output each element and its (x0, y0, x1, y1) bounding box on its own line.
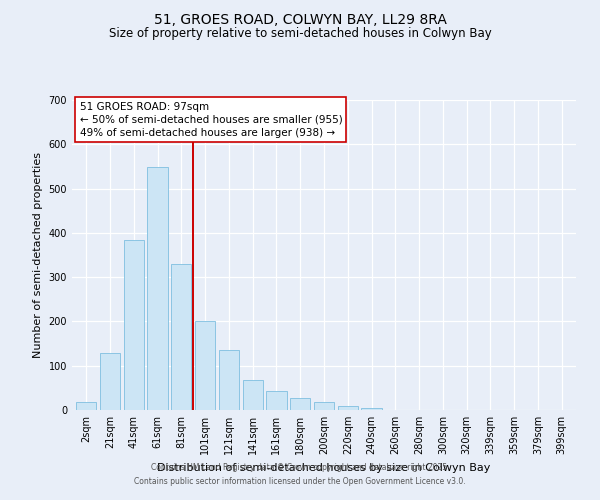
Bar (148, 168, 167, 410)
Bar (100, 354, 120, 410)
Bar (76, 402, 97, 410)
Bar (219, 350, 239, 410)
Bar (195, 320, 215, 410)
Text: Contains public sector information licensed under the Open Government Licence v3: Contains public sector information licen… (134, 477, 466, 486)
Bar (338, 406, 358, 410)
Bar (124, 240, 144, 410)
Text: 51, GROES ROAD, COLWYN BAY, LL29 8RA: 51, GROES ROAD, COLWYN BAY, LL29 8RA (154, 12, 446, 26)
Bar (314, 402, 334, 410)
Text: 51 GROES ROAD: 97sqm
← 50% of semi-detached houses are smaller (955)
49% of semi: 51 GROES ROAD: 97sqm ← 50% of semi-detac… (80, 102, 343, 138)
Text: Size of property relative to semi-detached houses in Colwyn Bay: Size of property relative to semi-detach… (109, 28, 491, 40)
X-axis label: Distribution of semi-detached houses by size in Colwyn Bay: Distribution of semi-detached houses by … (157, 462, 491, 472)
Bar (266, 391, 287, 410)
Y-axis label: Number of semi-detached properties: Number of semi-detached properties (33, 152, 43, 358)
Bar (242, 380, 263, 410)
Bar (361, 408, 382, 410)
Text: Contains HM Land Registry data © Crown copyright and database right 2025.: Contains HM Land Registry data © Crown c… (151, 464, 449, 472)
Bar (171, 264, 191, 410)
Bar (290, 398, 310, 410)
